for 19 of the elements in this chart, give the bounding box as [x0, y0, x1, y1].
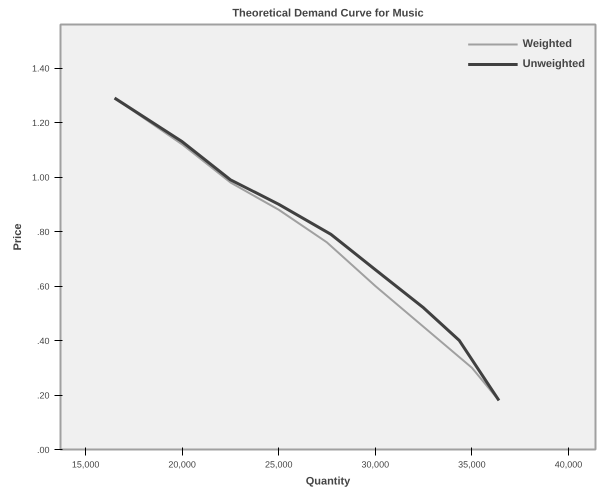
legend-label: Unweighted — [522, 58, 585, 70]
x-tick-label: 25,000 — [264, 460, 293, 470]
y-tick-label: 1.00 — [32, 172, 50, 183]
chart-title: Theoretical Demand Curve for Music — [232, 8, 424, 20]
y-tick-label: .60 — [36, 282, 50, 292]
x-tick-label: 20,000 — [168, 460, 196, 470]
y-tick-label: .40 — [36, 336, 50, 346]
x-tick-label: 30,000 — [362, 460, 390, 470]
x-tick-label: 35,000 — [458, 460, 486, 470]
x-tick-label: 40,000 — [554, 460, 582, 470]
y-axis-title: Price — [12, 224, 24, 250]
y-tick-label: .00 — [36, 445, 50, 455]
y-tick-label: 1.20 — [32, 118, 50, 128]
y-tick-label: .20 — [36, 390, 50, 401]
legend-label: Weighted — [522, 38, 572, 50]
y-tick-label: .80 — [36, 227, 50, 238]
x-tick-label: 15,000 — [72, 460, 100, 470]
x-axis-title: Quantity — [306, 476, 352, 488]
y-tick-label: 1.40 — [32, 64, 50, 74]
